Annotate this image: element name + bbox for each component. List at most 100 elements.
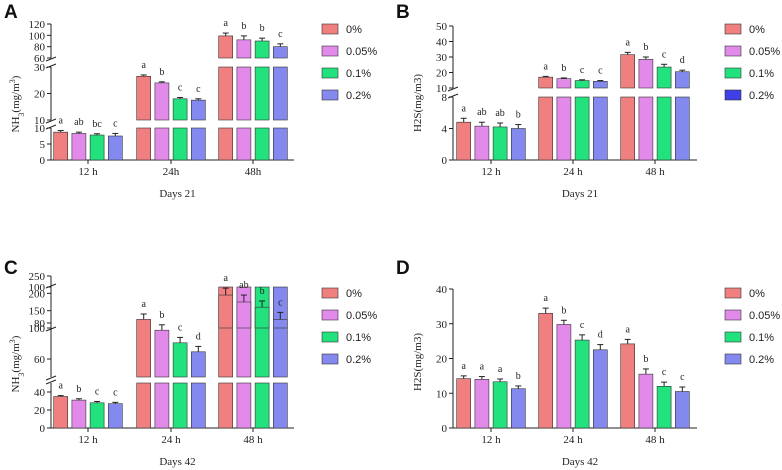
- bar: [254, 40, 270, 59]
- y-tick-label: 100: [29, 323, 46, 335]
- y-tick-label: 60: [34, 53, 46, 65]
- axis-break-mark: [45, 326, 57, 332]
- significance-letter: c: [113, 387, 118, 398]
- bar: [236, 127, 252, 161]
- y-tick-label: 200: [29, 288, 46, 300]
- significance-letter: a: [141, 299, 146, 310]
- axis-break-mark: [45, 375, 57, 381]
- bar: [154, 382, 170, 429]
- significance-letter: a: [141, 60, 146, 71]
- y-tick-label: 30: [436, 52, 448, 64]
- legend-swatch: [724, 353, 742, 365]
- bar: [136, 127, 151, 161]
- bar: [556, 78, 572, 89]
- panel-label: C: [4, 258, 18, 279]
- x-tick-label: 48h: [245, 166, 262, 178]
- bar: [154, 127, 170, 161]
- significance-letter: c: [196, 84, 201, 95]
- legend-label: 0.2%: [346, 90, 371, 102]
- significance-letter: a: [480, 362, 485, 373]
- significance-letter: b: [561, 305, 566, 316]
- bar: [574, 339, 590, 429]
- legend-swatch: [724, 23, 742, 35]
- legend-label: 0.2%: [346, 354, 371, 366]
- panel-label: A: [4, 2, 18, 23]
- legend-swatch: [321, 89, 339, 101]
- significance-letter: c: [662, 49, 667, 60]
- legend-swatch: [321, 67, 339, 79]
- legend-label: 0.2%: [749, 354, 774, 366]
- legend-swatch: [724, 89, 742, 101]
- panel-label: B: [396, 2, 410, 23]
- bar: [108, 403, 123, 429]
- legend-label: 0%: [749, 288, 765, 300]
- bar: [53, 131, 69, 161]
- bar: [538, 96, 554, 161]
- significance-letter: d: [598, 330, 603, 341]
- y-axis-title: H2S(mg/m3): [412, 74, 424, 132]
- bar: [538, 76, 554, 89]
- bar: [172, 342, 188, 378]
- bar: [154, 329, 170, 378]
- x-tick-label: 24 h: [563, 434, 583, 446]
- bar: [538, 313, 554, 429]
- y-tick-label: 0: [442, 155, 448, 167]
- bar: [456, 121, 472, 161]
- legend-label: 0.05%: [749, 46, 780, 58]
- axis-break-mark: [45, 63, 57, 69]
- significance-letter: ab: [74, 117, 83, 128]
- bar: [71, 399, 87, 429]
- bar: [656, 66, 672, 89]
- significance-letter: a: [223, 18, 228, 29]
- axis-break-mark: [447, 86, 459, 92]
- bar: [620, 54, 636, 89]
- legend-label: 0.2%: [749, 90, 774, 102]
- bar: [218, 294, 233, 329]
- bar: [272, 46, 288, 59]
- significance-letter: a: [461, 361, 466, 372]
- x-axis-title: Days 42: [159, 456, 195, 468]
- y-tick-label: 40: [436, 37, 448, 49]
- x-tick-label: 12 h: [481, 166, 501, 178]
- bar: [172, 382, 188, 429]
- axis-break-mark: [45, 379, 57, 385]
- bar: [638, 59, 654, 89]
- bar: [254, 127, 270, 161]
- bar: [592, 96, 608, 161]
- axis-break-mark: [45, 124, 57, 130]
- significance-letter: c: [113, 118, 118, 129]
- y-tick-label: 20: [34, 89, 46, 101]
- x-tick-label: 48 h: [645, 166, 665, 178]
- bar: [492, 126, 508, 161]
- y-tick-label: 50: [436, 21, 448, 33]
- x-tick-label: 12 h: [78, 434, 98, 446]
- bar: [656, 385, 672, 429]
- y-tick-label: 100: [29, 30, 46, 42]
- significance-letter: d: [680, 55, 685, 66]
- significance-letter: b: [260, 286, 265, 297]
- significance-letter: b: [516, 371, 521, 382]
- y-tick-label: 60: [34, 354, 46, 366]
- bar: [136, 319, 151, 378]
- legend-label: 0.05%: [346, 46, 377, 58]
- significance-letter: b: [516, 110, 521, 121]
- bar: [272, 66, 288, 121]
- bar: [272, 286, 288, 378]
- x-axis-title: Days 21: [562, 188, 598, 200]
- legend-swatch: [321, 309, 339, 321]
- significance-letter: c: [95, 386, 100, 397]
- significance-letter: a: [543, 61, 548, 72]
- significance-letter: b: [241, 21, 246, 32]
- bar: [136, 382, 151, 429]
- bar: [218, 66, 233, 121]
- bar: [492, 381, 508, 429]
- y-tick-label: 0: [40, 155, 46, 167]
- bar: [592, 81, 608, 89]
- bar: [236, 301, 252, 329]
- legend-label: 0.1%: [346, 68, 371, 80]
- y-axis-title: H2S(mg/m3): [412, 333, 424, 391]
- x-tick-label: 48 h: [645, 434, 665, 446]
- legend-swatch: [321, 45, 339, 57]
